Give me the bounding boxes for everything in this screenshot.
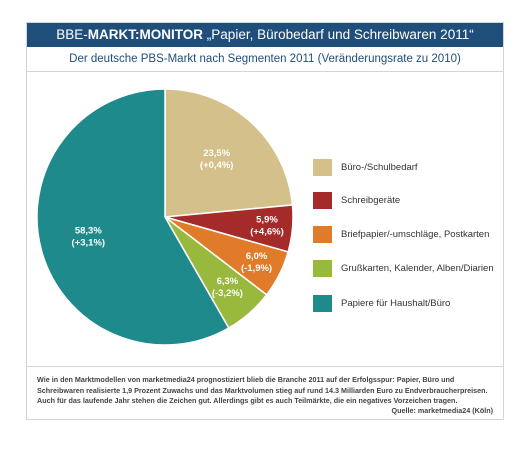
legend-swatch (313, 225, 332, 243)
legend-item: Schreibgeräte (313, 191, 400, 209)
footer-note: Wie in den Marktmodellen von marketmedia… (37, 375, 488, 405)
legend-label: Papiere für Haushalt/Büro (341, 297, 451, 309)
divider-top (27, 71, 503, 72)
legend-item: Büro-/Schulbedarf (313, 158, 418, 176)
legend-label: Grußkarten, Kalender, Alben/Diarien (341, 262, 494, 274)
infographic-frame: BBE-MARKT:MONITOR „Papier, Bürobedarf un… (26, 22, 504, 420)
slice-change-label: (-3,2%) (212, 288, 243, 299)
legend-swatch (313, 191, 332, 209)
slice-value-label: 58,3% (75, 225, 102, 236)
title-prefix: BBE- (56, 27, 88, 42)
pie-slice (164, 88, 294, 218)
legend-swatch (313, 259, 332, 277)
legend-label: Schreibgeräte (341, 194, 401, 206)
source-credit: Quelle: marketmedia24 (Köln) (391, 406, 493, 415)
legend-item: Grußkarten, Kalender, Alben/Diarien (313, 259, 494, 277)
legend-swatch (313, 158, 332, 176)
pie-chart: 23,5%(+0,4%) 5,9%(+4,6%) 6,0%(-1,9%)6,3%(-… (36, 88, 294, 346)
pie-slice (36, 88, 230, 346)
slice-value-label: 23,5% (203, 148, 230, 159)
legend-item: Papiere für Haushalt/Büro (313, 294, 450, 312)
title-brand: MARKT:MONITOR (87, 27, 204, 42)
slice-value-label: 5,9% (256, 214, 278, 225)
chart-area: 23,5% (+0,4%) 5,9% (+4,6%) 6,0% (-1,9%) 6,3% (-… (27, 79, 503, 361)
legend-swatch (313, 294, 332, 312)
slice-change-label: (+3,1%) (72, 237, 106, 248)
page-title: BBE-MARKT:MONITOR „Papier, Bürobedarf un… (27, 23, 503, 47)
legend-label: Briefpapier/-umschläge, Postkarten (341, 228, 490, 240)
slice-change-label: (+4,6%) (250, 226, 284, 237)
slice-change-label: (-1,9%) (241, 263, 272, 274)
slice-value-label: 6,3% (217, 276, 239, 287)
title-rest: „Papier, Bürobedarf und Schreibwaren 201… (203, 27, 474, 42)
chart-subtitle: Der deutsche PBS-Markt nach Segmenten 20… (69, 53, 461, 65)
slice-change-label: (+0,4%) (200, 160, 234, 171)
slice-value-label: 6,0% (246, 251, 268, 262)
legend-label: Büro-/Schulbedarf (341, 161, 418, 173)
legend-item: Briefpapier/-umschläge, Postkarten (313, 225, 489, 243)
divider-bottom (27, 366, 503, 367)
